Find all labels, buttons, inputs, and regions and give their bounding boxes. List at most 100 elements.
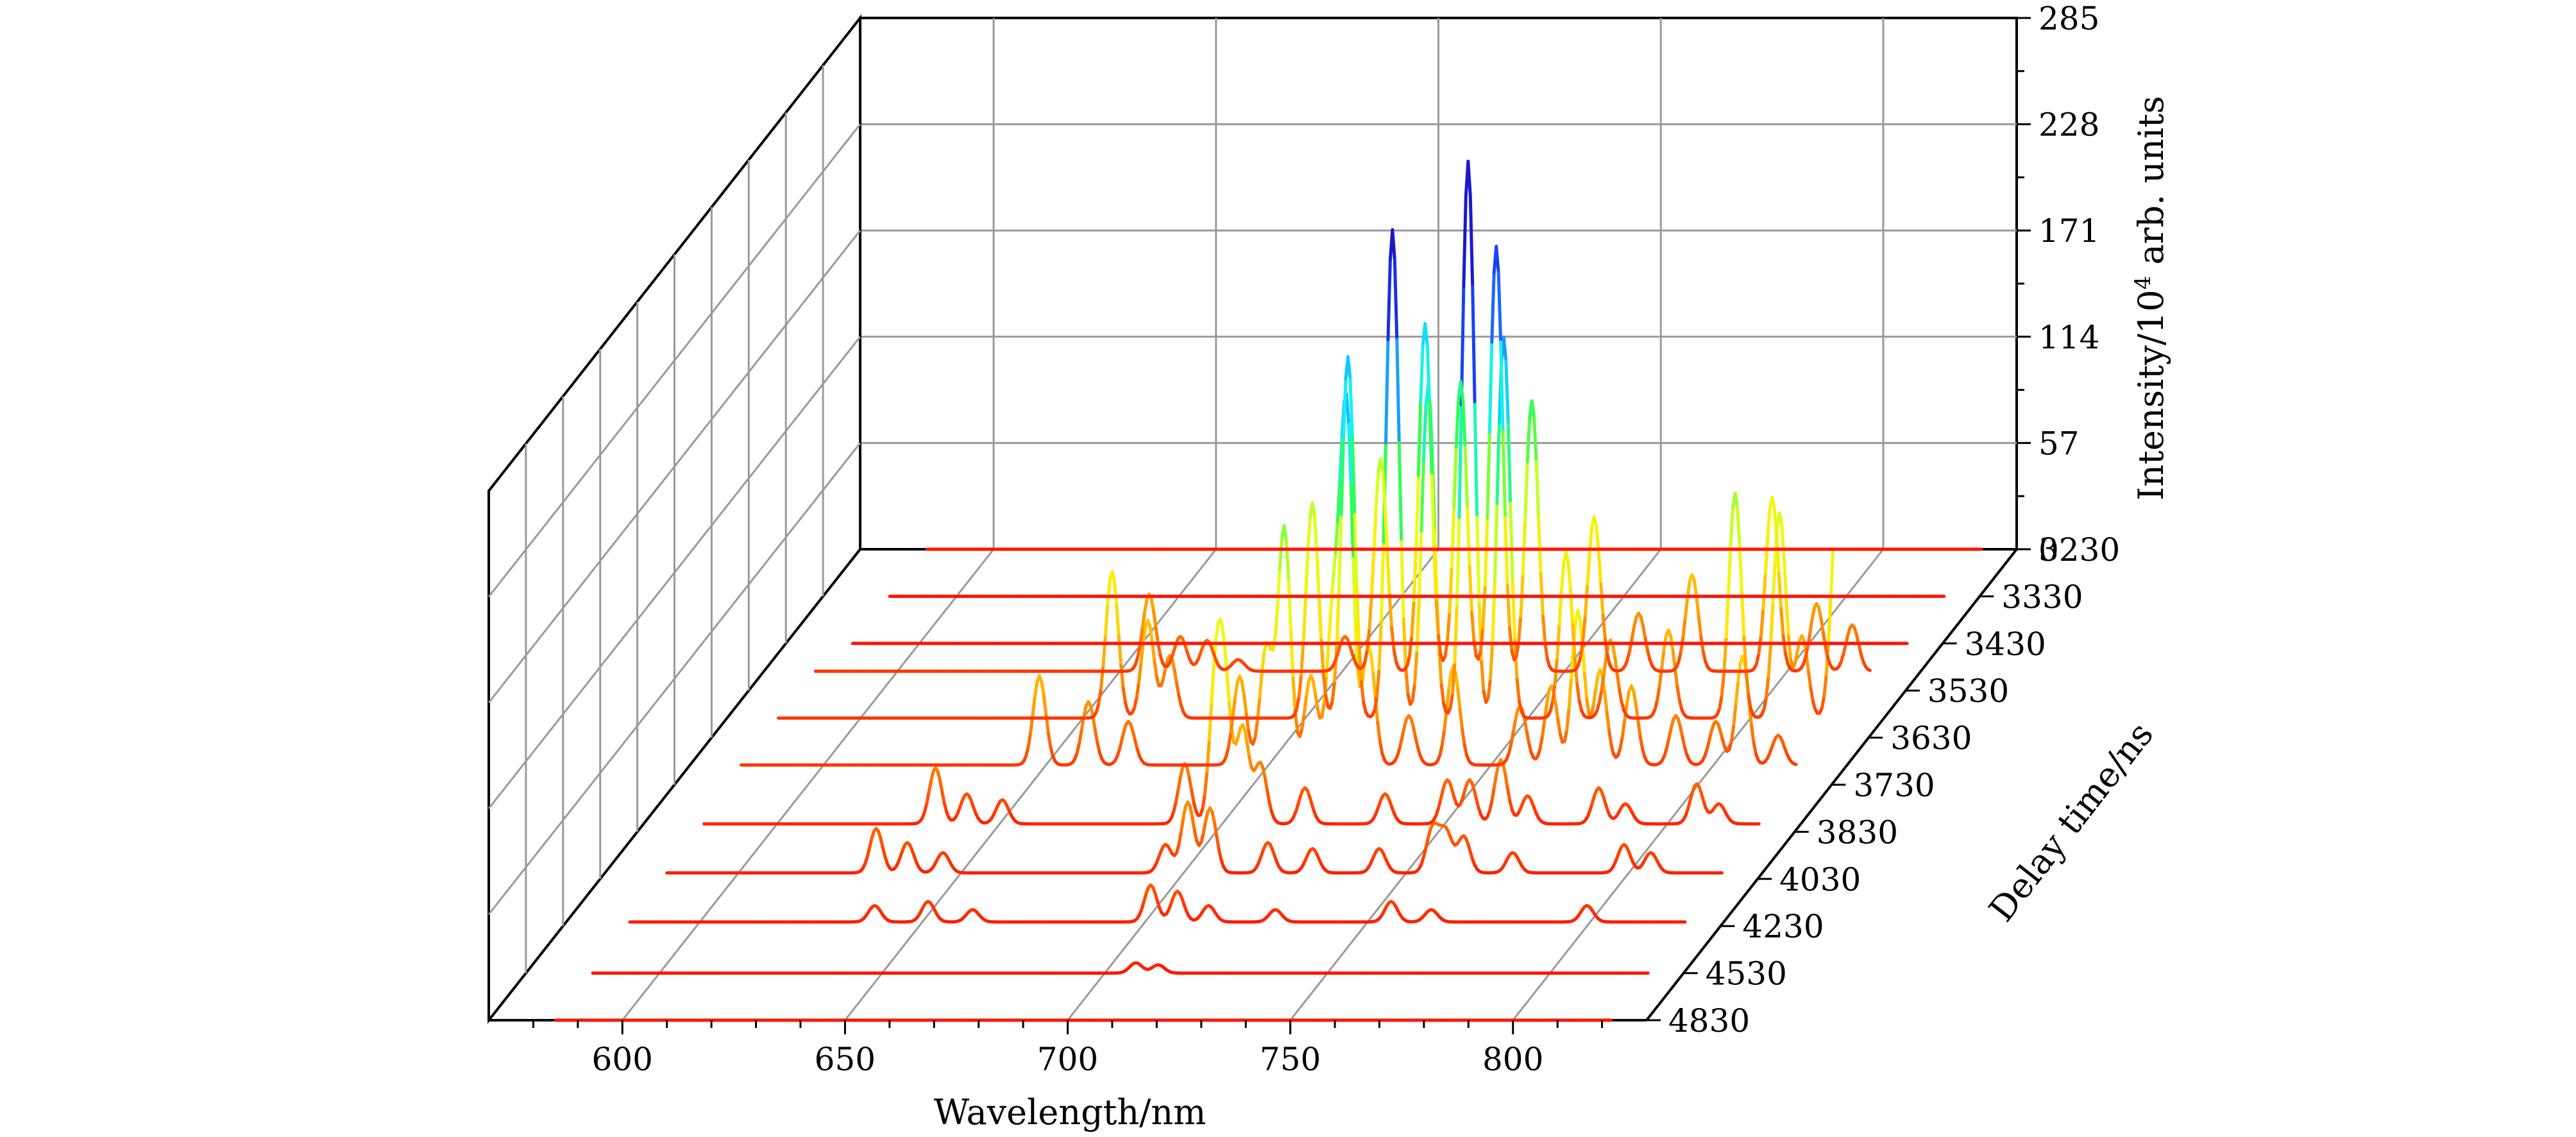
trace-segment [1112,579,1119,606]
trace-segment [879,837,885,850]
trace-segment [1240,680,1246,698]
trace-segment [1448,692,1455,710]
trace-segment [1311,679,1318,696]
trace-segment [1276,567,1282,610]
trace-segment [1226,731,1233,749]
trace-segment [1445,687,1451,711]
trace-segment [1414,474,1420,548]
trace-segment [1568,588,1575,626]
trace-segment [1173,668,1178,685]
trace-segment [1320,700,1326,719]
trace-segment [1673,667,1679,688]
trace-segment [1295,694,1301,710]
trace-segment [1582,672,1589,702]
trace-segment [1530,399,1536,420]
trace-segment [1373,695,1379,712]
trace-segment [1639,615,1645,628]
trace-segment [1412,544,1418,603]
trace-segment [1543,642,1549,662]
floor-grid-line [844,549,1217,1021]
trace-segment [1353,622,1360,671]
trace-segment [1769,601,1775,646]
trace-segment [1416,400,1423,477]
trace-segment [1417,529,1423,601]
trace-segment [925,791,931,806]
trace-segment [1509,730,1515,746]
trace-segment [1632,615,1638,628]
trace-segment [1347,422,1353,487]
trace-segment [1483,516,1489,586]
trace-segment [1201,792,1207,810]
trace-segment [1187,776,1194,792]
trace-segment [1565,706,1571,732]
trace-segment [1817,606,1823,620]
trace-segment [1447,671,1453,690]
trace-segment [1506,421,1513,506]
trace-segment [1829,550,1835,599]
trace-segment [1097,687,1103,705]
trace-segment [1258,671,1264,699]
trace-segment [1493,502,1499,583]
trace-segment [1518,699,1523,714]
trace-segment [1278,535,1284,571]
trace-segment [1490,271,1496,344]
trace-segment [1501,762,1507,776]
trace-segment [1824,645,1830,660]
trace-segment [1305,680,1310,697]
trace-segment [1357,643,1363,683]
trace-3630 [776,159,1835,720]
trace-segment [1374,470,1380,509]
trace-segment [1618,735,1624,750]
trace-segment [1121,687,1128,705]
trace-segment [1513,639,1519,681]
trace-segment [1827,595,1833,642]
trace-segment [1383,505,1389,554]
trace-segment [1603,690,1609,714]
trace-segment [1428,400,1434,477]
trace-segment [1247,729,1253,744]
trace-segment [1386,258,1392,341]
trace-segment [1822,672,1828,698]
trace-segment [1093,728,1099,744]
trace-segment [1413,649,1419,686]
trace-segment [1356,667,1362,688]
trace-segment [1425,343,1432,404]
trace-segment [1214,621,1220,641]
trace-segment [1468,194,1475,289]
trace-segment [1400,540,1405,620]
trace-segment [1462,194,1468,289]
trace-segment [1487,799,1494,812]
trace-segment [1362,700,1368,714]
trace-segment [1372,505,1378,554]
trace-segment [1488,638,1495,681]
trace-segment [1681,615,1688,638]
trace-segment [1075,740,1081,754]
trace-segment [1404,667,1410,697]
trace-segment [1243,728,1249,745]
trace-segment [1720,671,1726,697]
trace-segment [1410,599,1416,638]
trace-segment [1432,544,1438,603]
trace-segment [1397,441,1403,544]
trace-segment [1586,550,1591,586]
trace-segment [1557,588,1563,626]
trace-segment [1505,786,1512,802]
trace-segment [1207,701,1214,742]
trace-segment [1692,579,1699,598]
trace-segment [1511,717,1518,733]
trace-segment [1326,608,1333,645]
trace-segment [1747,694,1752,710]
trace-segment [1810,606,1817,620]
trace-4230 [628,884,1687,924]
trace-segment [1499,340,1505,434]
trace-segment [1589,703,1595,717]
trace-segment [1376,721,1382,743]
trace-segment [1421,405,1428,463]
trace-segment [1190,788,1196,804]
trace-segment [1695,594,1700,619]
trace-segment [1807,670,1813,690]
trace-segment [1602,656,1608,676]
trace-segment [1567,676,1573,710]
trace-segment [1380,540,1385,621]
trace-segment [1117,634,1123,667]
